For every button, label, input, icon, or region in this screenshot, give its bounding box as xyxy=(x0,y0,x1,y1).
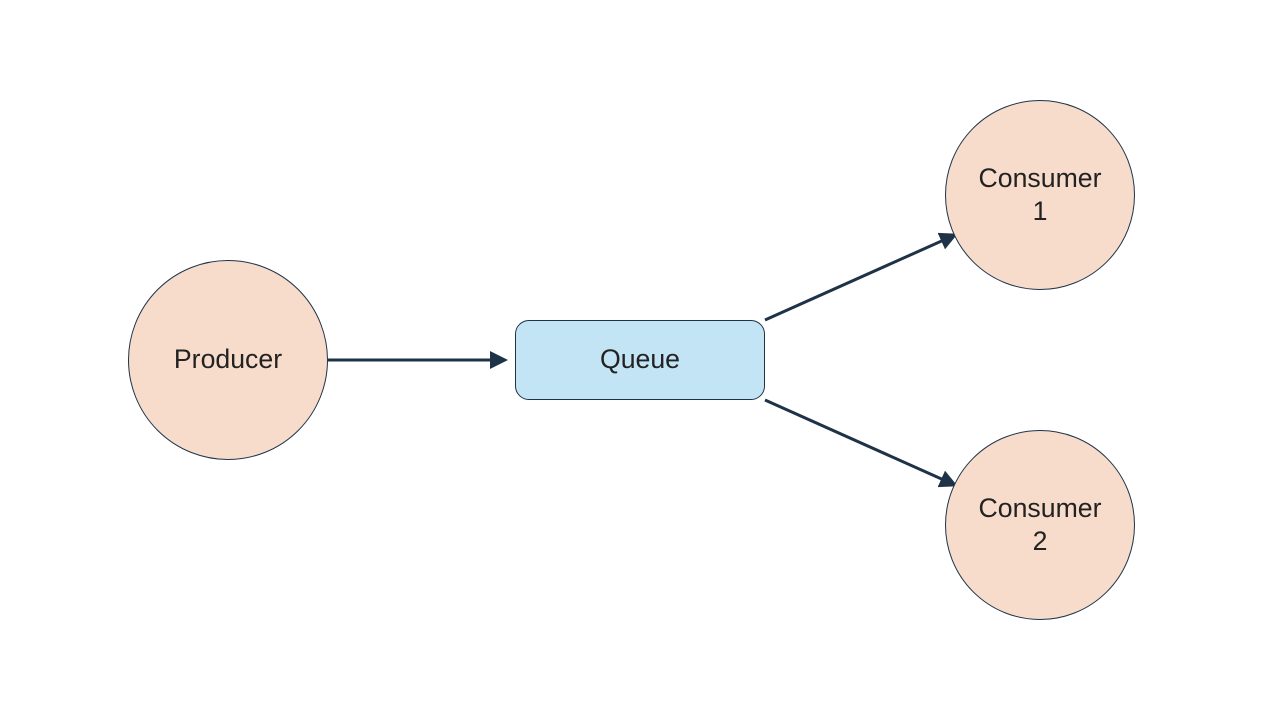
diagram-canvas: Producer Queue Consumer 1 Consumer 2 xyxy=(0,0,1280,720)
node-consumer2-label: Consumer 2 xyxy=(979,492,1102,559)
edge-queue-consumer2 xyxy=(765,400,955,485)
edge-queue-consumer1 xyxy=(765,235,955,320)
node-consumer1-label: Consumer 1 xyxy=(979,162,1102,229)
node-producer: Producer xyxy=(128,260,328,460)
node-consumer1: Consumer 1 xyxy=(945,100,1135,290)
node-producer-label: Producer xyxy=(174,343,282,376)
node-queue-label: Queue xyxy=(600,343,680,376)
node-consumer2: Consumer 2 xyxy=(945,430,1135,620)
node-queue: Queue xyxy=(515,320,765,400)
